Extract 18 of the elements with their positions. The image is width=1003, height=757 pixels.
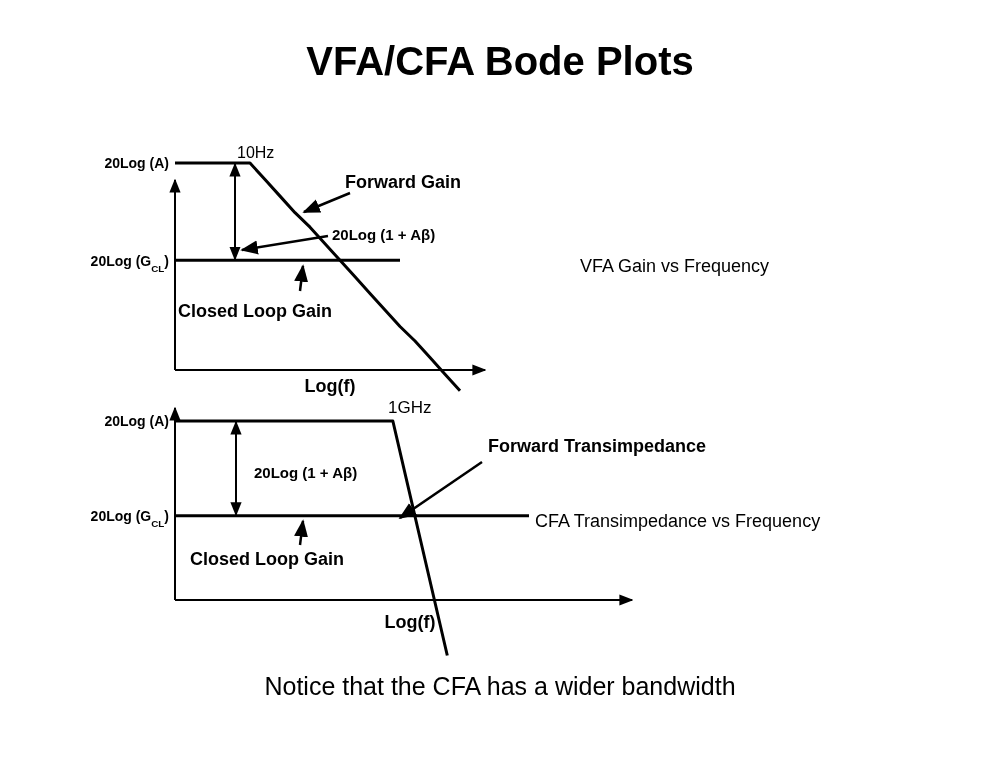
- annotation: CFA Transimpedance vs Frequency: [535, 511, 821, 531]
- text: 20Log (G$_{CL}$): [90, 253, 169, 274]
- annotation: 20Log (A): [104, 413, 169, 429]
- annotation: 20Log (1 + Aβ): [332, 226, 436, 243]
- x-axis-title: Log(f): [304, 376, 356, 396]
- text: Forward Gain: [345, 172, 462, 192]
- text: VFA Gain vs Frequency: [580, 256, 770, 276]
- text: Notice that the CFA has a wider bandwidth: [264, 672, 736, 700]
- text: Forward Transimpedance: [488, 436, 707, 456]
- annotation: 20Log (G$_{CL}$): [90, 508, 169, 529]
- chart-title: VFA/CFA Bode Plots: [306, 39, 694, 83]
- annotation: 20Log (1 + Aβ): [254, 464, 358, 481]
- x-axis-title: Log(f): [384, 612, 436, 632]
- legend-label: Closed Loop Gain: [190, 549, 345, 569]
- text: 20Log (A): [104, 155, 169, 171]
- text: 10Hz: [237, 144, 275, 161]
- text: 1GHz: [388, 398, 432, 417]
- legend-label: Closed Loop Gain: [178, 301, 333, 321]
